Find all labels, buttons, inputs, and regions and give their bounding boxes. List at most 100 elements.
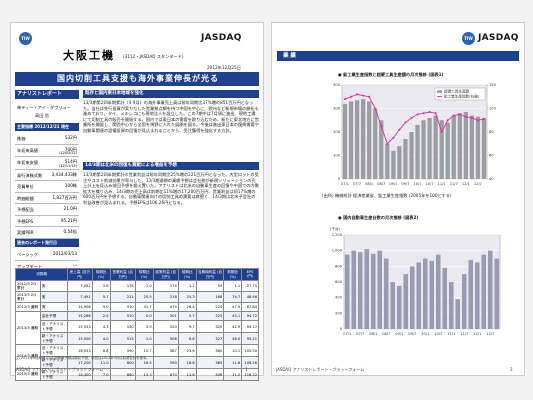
value-cell: 93.17: [241, 320, 259, 333]
bar: [385, 143, 390, 179]
brand: JASDAQ: [201, 33, 242, 43]
footer: JASDAQ アナリストレポート・プラットフォーム: [15, 367, 104, 372]
metric-label: 実績PBR: [17, 230, 34, 235]
y2-tick-label: 60: [489, 154, 494, 158]
metric-row: 売買単位 100株: [15, 181, 79, 193]
page-right: TIW JASDAQ 業 績 ● 鉱工業生産指数と超硬工具生産額の月次推移 (図…: [271, 22, 525, 376]
section-heading: 14/3期は北米の回復も貢献による増益を予想: [83, 162, 259, 170]
bar: [354, 100, 360, 179]
page-left: TIW JASDAQ 大阪工機 (3112・JASDAQ スタンダード) 201…: [10, 22, 264, 381]
x-tick-label: 07/7: [356, 332, 364, 336]
metric-value: 21.0円: [63, 206, 77, 211]
bar: [481, 254, 487, 329]
value-cell: 474: [152, 302, 179, 312]
table-row: 2012/3 通期実 14,908 9.0 510 41.7 474 26.4 224 47.9…: [15, 302, 259, 312]
value-cell: 25.3: [177, 291, 197, 303]
metric-row: 株価 532円: [15, 133, 79, 145]
value-cell: 520: [152, 320, 179, 333]
value-cell: 67.84: [241, 302, 259, 312]
metric-row: 実績PBR 0.54倍: [15, 227, 79, 239]
marker: [452, 114, 455, 117]
metric-label: 売買単位: [17, 184, 34, 189]
value-cell: 320: [195, 320, 225, 333]
bar: [474, 262, 480, 329]
bar: [351, 250, 357, 329]
value-cell: 11.2: [223, 368, 243, 381]
page-number: 3: [510, 367, 513, 372]
x-tick-label: 10/7: [434, 332, 442, 336]
marker: [446, 119, 449, 122]
bar: [442, 267, 448, 329]
metric-row: 予想EPS 95.21円: [15, 216, 79, 227]
logo: TIW: [462, 32, 475, 45]
value-cell: 95.21: [241, 332, 259, 345]
marker: [362, 94, 365, 97]
metric-value: 514円: [64, 159, 77, 164]
analyst: 高田 悟: [35, 113, 49, 118]
bar: [367, 101, 372, 179]
value-cell: 670: [152, 368, 179, 381]
marker: [392, 136, 395, 139]
header-cell: 前期比 (%): [177, 268, 197, 281]
value-cell: 680: [109, 368, 136, 381]
marker: [380, 125, 383, 128]
value-cell: 23.6: [177, 344, 197, 357]
value-cell: 27.75: [241, 280, 259, 292]
value-cell: 9.7: [177, 320, 197, 333]
table-row: 2012/3 2Q累計実 7,092 1.6 176 1.0 174 1.2 95 1.1 27.…: [15, 280, 259, 292]
value-cell: 1.2: [177, 280, 197, 292]
bar: [397, 146, 402, 179]
header-cell: 売上高 (百万円): [67, 268, 93, 281]
value-cell: 1.1: [223, 280, 243, 292]
value-cell: 221: [109, 291, 136, 303]
bar: [469, 115, 475, 179]
value-cell: 18,400: [67, 368, 93, 381]
y2-tick-label: 120: [489, 83, 497, 87]
table-row: 2015/3 通期 新・アナリスト予想 18,400 7.0 680 13.3 670 13.…: [15, 368, 259, 381]
value-cell: 15,553: [67, 320, 93, 333]
metric-label: 時価総額: [17, 195, 34, 201]
legend-label: 鉱工業生産指数(右軸): [444, 94, 480, 99]
type-cell: 実: [39, 302, 69, 312]
bar: [433, 115, 438, 179]
value-cell: 218: [152, 291, 179, 303]
y2-tick-label: 40: [489, 177, 494, 181]
marker: [458, 113, 461, 116]
value-cell: 13.3: [134, 368, 154, 381]
metric-value: 1,827百万円: [52, 194, 77, 200]
metric-label: 年初来高値: [17, 147, 38, 153]
value-cell: 360: [195, 344, 225, 357]
bar: [481, 117, 487, 179]
type-cell: 実: [39, 280, 69, 292]
history-title: 過去のレポート発行日: [15, 239, 79, 247]
header-cell: 前期比 (%): [134, 268, 154, 281]
header-cell: 前期比 (%): [223, 268, 243, 281]
y-tick-label: 1,000: [332, 249, 343, 253]
metric-label: 予想EPS: [17, 218, 34, 224]
type-cell: 新・アナリスト予想: [39, 332, 69, 345]
header-cell: EPS (円): [241, 268, 259, 281]
firm: ㈱ティー・アイ・ダヴリュー: [17, 105, 71, 110]
value-cell: 105.50: [241, 344, 259, 357]
brand: JASDAQ: [478, 33, 519, 43]
y-tick-label: 400: [335, 296, 343, 300]
y-tick-label: 400: [333, 83, 341, 87]
x-tick-label: 11/1: [438, 182, 446, 186]
value-cell: 47.9: [223, 302, 243, 312]
bar: [409, 132, 414, 179]
metric-label: 発行済株式数: [17, 172, 43, 178]
bar: [416, 262, 422, 329]
logo: TIW: [19, 32, 32, 45]
value-cell: 48.46: [241, 291, 259, 303]
marker: [374, 107, 377, 110]
bar: [461, 274, 467, 329]
bar: [494, 258, 500, 329]
metric-label: 株価: [17, 136, 26, 141]
bar: [463, 112, 468, 179]
y2-tick-label: 100: [489, 107, 497, 111]
legend-swatch: [437, 90, 442, 93]
metric-value: 0.54倍: [63, 229, 77, 234]
bar: [468, 260, 474, 329]
bar: [487, 250, 493, 329]
